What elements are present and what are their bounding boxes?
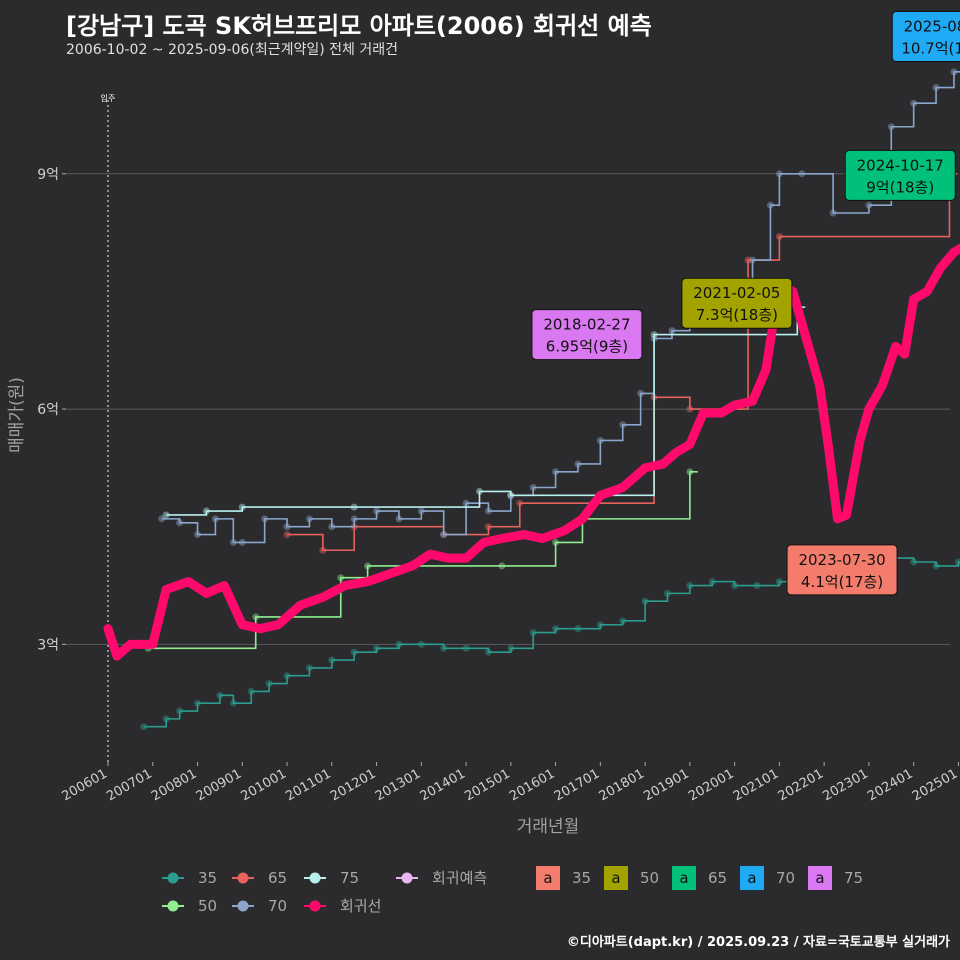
legend-label-pred: 회귀예측	[432, 869, 487, 887]
annotation-box-65	[844, 149, 956, 201]
x-tick-label: 202101	[731, 766, 781, 804]
annotation-box-75	[531, 309, 643, 361]
annotation-value-65: 9억(18층)	[866, 178, 934, 196]
annotation-value-70: 10.7억(19층)	[901, 40, 960, 58]
annotation-date-50: 2021-02-05	[693, 284, 780, 302]
chart-subtitle: 2006-10-02 ~ 2025-09-06(최근계약일) 전체 거래건	[66, 42, 398, 58]
y-axis-title: 매매가(원)	[7, 377, 27, 453]
x-tick-label: 201101	[283, 766, 333, 804]
legend-label-reg: 회귀선	[340, 897, 381, 915]
legend-box-label-70: 70	[776, 869, 795, 887]
legend-box-65	[672, 866, 696, 890]
annotation-box-70	[891, 11, 960, 63]
x-tick-label: 201301	[373, 766, 423, 804]
x-tick-label: 200901	[194, 766, 244, 804]
annotation-date-65: 2024-10-17	[857, 156, 944, 174]
x-tick-label: 202401	[865, 766, 915, 804]
legend-box-70	[740, 866, 764, 890]
legend-dot-50	[167, 900, 179, 912]
annotation-box-50	[681, 277, 793, 329]
legend-box-label-75: 75	[844, 869, 863, 887]
x-tick-label: 201201	[328, 766, 378, 804]
legend-box-glyph-70: a	[747, 869, 756, 887]
legend-label-75: 75	[340, 869, 359, 887]
legend-box-50	[604, 866, 628, 890]
x-tick-label: 201601	[507, 766, 557, 804]
x-tick-label: 200801	[149, 766, 199, 804]
x-tick-label: 201001	[239, 766, 289, 804]
legend-label-50: 50	[198, 897, 217, 915]
x-tick-label: 202501	[910, 766, 960, 804]
x-axis-title: 거래년월	[517, 817, 580, 837]
legend-box-glyph-35: a	[543, 869, 552, 887]
move-in-label: 입주	[101, 94, 116, 103]
legend-dot-35	[167, 872, 179, 884]
legend-box-glyph-65: a	[679, 869, 688, 887]
step-line-70	[161, 71, 960, 544]
annotation-date-35: 2023-07-30	[798, 551, 885, 569]
x-tick-label: 201501	[462, 766, 512, 804]
chart-caption: ©디아파트(dapt.kr) / 2025.09.23 / 자료=국토교통부 실…	[566, 935, 950, 950]
y-tick-label: 3억	[37, 637, 59, 653]
x-tick-label: 202201	[776, 766, 826, 804]
step-line-65	[287, 172, 958, 552]
step-line-75	[166, 306, 806, 516]
annotation-date-75: 2018-02-27	[543, 316, 630, 334]
legend-label-65: 65	[268, 869, 287, 887]
chart-title: [강남구] 도곡 SK허브프리모 아파트(2006) 회귀선 예측	[66, 12, 652, 40]
legend-box-35	[536, 866, 560, 890]
annotation-date-70: 2025-08-05	[904, 18, 960, 36]
legend-box-glyph-50: a	[611, 869, 620, 887]
legend-label-70: 70	[268, 897, 287, 915]
legend-box-label-35: 35	[572, 869, 591, 887]
legend-box-label-65: 65	[708, 869, 727, 887]
x-tick-label: 202001	[686, 766, 736, 804]
legend-dot-75	[309, 872, 321, 884]
annotation-value-35: 4.1억(17층)	[801, 573, 883, 591]
y-tick-label: 6억	[37, 402, 59, 418]
legend-box-glyph-75: a	[815, 869, 824, 887]
x-tick-label: 201701	[552, 766, 602, 804]
x-tick-label: 200601	[60, 766, 110, 804]
regression-line	[103, 243, 960, 661]
legend-dot-pred	[401, 872, 413, 884]
legend-box-label-50: 50	[640, 869, 659, 887]
legend-dot-reg	[309, 900, 321, 912]
legend-dot-65	[237, 872, 249, 884]
y-tick-label: 9억	[37, 167, 59, 183]
x-tick-label: 201801	[597, 766, 647, 804]
legend-label-35: 35	[198, 869, 217, 887]
x-tick-label: 202301	[820, 766, 870, 804]
annotation-value-75: 6.95억(9층)	[546, 338, 628, 356]
legend-box-75	[808, 866, 832, 890]
x-tick-label: 200701	[104, 766, 154, 804]
legend-dot-70	[237, 900, 249, 912]
annotation-value-50: 7.3억(18층)	[696, 306, 778, 324]
annotation-box-35	[786, 544, 898, 596]
x-tick-label: 201901	[641, 766, 691, 804]
x-tick-label: 201401	[418, 766, 468, 804]
